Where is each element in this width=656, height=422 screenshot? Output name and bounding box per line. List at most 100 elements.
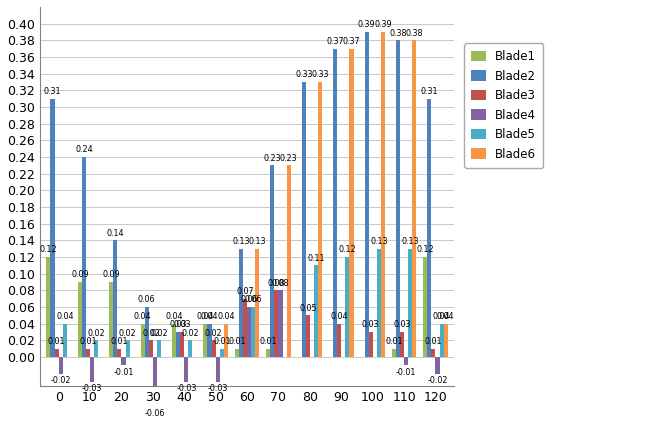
Bar — [443, 324, 448, 357]
Text: 0.12: 0.12 — [338, 246, 356, 254]
Text: 0.01: 0.01 — [48, 337, 66, 346]
Text: 0.04: 0.04 — [217, 312, 235, 321]
Text: 0.33: 0.33 — [295, 70, 312, 79]
Bar — [180, 332, 184, 357]
Bar — [278, 290, 283, 357]
Legend: Blade1, Blade2, Blade3, Blade4, Blade5, Blade6: Blade1, Blade2, Blade3, Blade4, Blade5, … — [464, 43, 543, 168]
Text: 0.37: 0.37 — [326, 37, 344, 46]
Bar — [377, 249, 381, 357]
Bar — [239, 249, 243, 357]
Text: 0.31: 0.31 — [44, 87, 61, 96]
Bar — [404, 357, 408, 365]
Text: 0.23: 0.23 — [264, 154, 281, 163]
Bar — [337, 324, 341, 357]
Text: 0.24: 0.24 — [75, 146, 92, 154]
Bar — [287, 165, 291, 357]
Bar — [121, 357, 125, 365]
Bar — [82, 157, 86, 357]
Bar — [54, 349, 58, 357]
Bar — [306, 315, 310, 357]
Text: 0.08: 0.08 — [268, 279, 285, 288]
Text: 0.39: 0.39 — [358, 20, 375, 30]
Text: 0.01: 0.01 — [79, 337, 96, 346]
Bar — [314, 265, 318, 357]
Text: 0.05: 0.05 — [299, 304, 317, 313]
Text: 0.04: 0.04 — [165, 312, 183, 321]
Text: 0.03: 0.03 — [169, 320, 187, 330]
Bar — [157, 340, 161, 357]
Text: 0.01: 0.01 — [385, 337, 403, 346]
Text: 0.09: 0.09 — [102, 271, 120, 279]
Bar — [94, 340, 98, 357]
Text: -0.03: -0.03 — [82, 384, 102, 393]
Bar — [318, 82, 322, 357]
Bar — [432, 349, 436, 357]
Text: 0.13: 0.13 — [401, 237, 419, 246]
Bar — [58, 357, 63, 373]
Text: -0.01: -0.01 — [113, 368, 134, 377]
Text: 0.13: 0.13 — [249, 237, 266, 246]
Text: -0.03: -0.03 — [207, 384, 228, 393]
Text: 0.04: 0.04 — [201, 312, 218, 321]
Bar — [109, 282, 113, 357]
Text: 0.03: 0.03 — [362, 320, 379, 330]
Text: 0.12: 0.12 — [417, 246, 434, 254]
Bar — [247, 307, 251, 357]
Text: 0.04: 0.04 — [437, 312, 455, 321]
Bar — [220, 349, 224, 357]
Bar — [423, 257, 427, 357]
Text: 0.38: 0.38 — [389, 29, 407, 38]
Bar — [63, 324, 67, 357]
Text: 0.02: 0.02 — [119, 329, 136, 338]
Text: 0.01: 0.01 — [260, 337, 277, 346]
Text: 0.01: 0.01 — [424, 337, 442, 346]
Bar — [408, 249, 412, 357]
Text: 0.11: 0.11 — [307, 254, 325, 263]
Text: 0.06: 0.06 — [240, 295, 258, 304]
Bar — [396, 40, 400, 357]
Bar — [350, 49, 354, 357]
Bar — [412, 40, 417, 357]
Bar — [117, 349, 121, 357]
Text: -0.01: -0.01 — [396, 368, 417, 377]
Bar — [243, 299, 247, 357]
Bar — [90, 357, 94, 382]
Bar — [392, 349, 396, 357]
Bar — [381, 32, 385, 357]
Text: 0.01: 0.01 — [228, 337, 245, 346]
Text: 0.39: 0.39 — [374, 20, 392, 30]
Text: 0.01: 0.01 — [213, 337, 230, 346]
Bar — [203, 324, 207, 357]
Text: 0.01: 0.01 — [111, 337, 128, 346]
Text: 0.04: 0.04 — [197, 312, 215, 321]
Text: 0.02: 0.02 — [150, 329, 168, 338]
Bar — [333, 49, 337, 357]
Text: 0.31: 0.31 — [420, 87, 438, 96]
Bar — [176, 332, 180, 357]
Bar — [427, 99, 432, 357]
Bar — [153, 357, 157, 407]
Text: -0.06: -0.06 — [145, 409, 165, 418]
Bar — [78, 282, 82, 357]
Bar — [251, 307, 255, 357]
Bar — [47, 257, 51, 357]
Bar — [125, 340, 130, 357]
Bar — [235, 349, 239, 357]
Bar — [302, 82, 306, 357]
Text: 0.04: 0.04 — [331, 312, 348, 321]
Text: 0.06: 0.06 — [245, 295, 262, 304]
Bar — [345, 257, 350, 357]
Text: 0.04: 0.04 — [56, 312, 73, 321]
Text: 0.02: 0.02 — [205, 329, 222, 338]
Text: 0.06: 0.06 — [138, 295, 155, 304]
Bar — [149, 340, 153, 357]
Text: 0.23: 0.23 — [280, 154, 297, 163]
Bar — [216, 357, 220, 382]
Text: 0.03: 0.03 — [394, 320, 411, 330]
Bar — [255, 249, 259, 357]
Bar — [436, 357, 440, 373]
Text: 0.04: 0.04 — [433, 312, 451, 321]
Bar — [86, 349, 90, 357]
Bar — [400, 332, 404, 357]
Text: 0.08: 0.08 — [272, 279, 289, 288]
